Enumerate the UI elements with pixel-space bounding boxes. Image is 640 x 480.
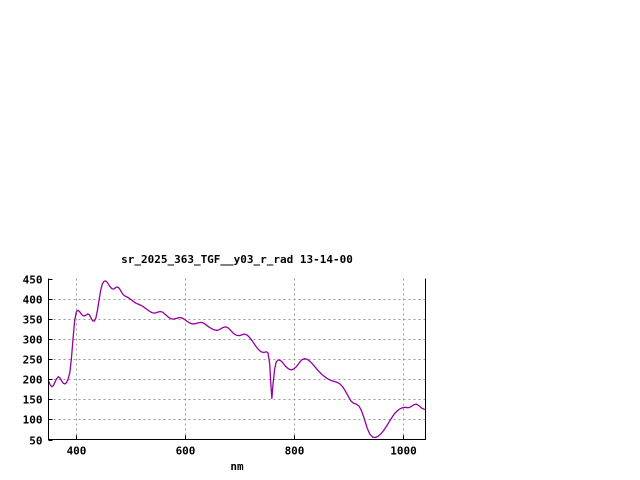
- x-tick-label: 400: [67, 445, 87, 458]
- x-tick-label: 1000: [390, 445, 417, 458]
- y-tick-label: 450: [23, 274, 43, 287]
- y-tick-label: 50: [29, 435, 42, 448]
- y-tick-label: 250: [23, 354, 43, 367]
- x-tick-marks: [76, 435, 404, 440]
- x-tick-labels: 400 600 800 1000: [67, 445, 417, 458]
- x-tick-label: 800: [285, 445, 305, 458]
- y-tick-label: 200: [23, 374, 43, 387]
- x-axis-label: nm: [230, 460, 244, 473]
- y-tick-label: 350: [23, 314, 43, 327]
- x-gridlines: [76, 278, 404, 440]
- y-tick-label: 150: [23, 394, 43, 407]
- y-tick-label: 300: [23, 334, 43, 347]
- y-tick-label: 100: [23, 414, 43, 427]
- y-tick-marks: [48, 279, 53, 441]
- spectrum-data-line: [47, 280, 426, 439]
- x-tick-label: 600: [176, 445, 196, 458]
- y-tick-labels: 50 100 150 200 250 300 350 400 450: [23, 274, 43, 448]
- y-tick-label: 400: [23, 294, 43, 307]
- plot-axes-frame: [48, 278, 426, 440]
- chart-title: sr_2025_363_TGF__y03_r_rad 13-14-00: [121, 253, 353, 266]
